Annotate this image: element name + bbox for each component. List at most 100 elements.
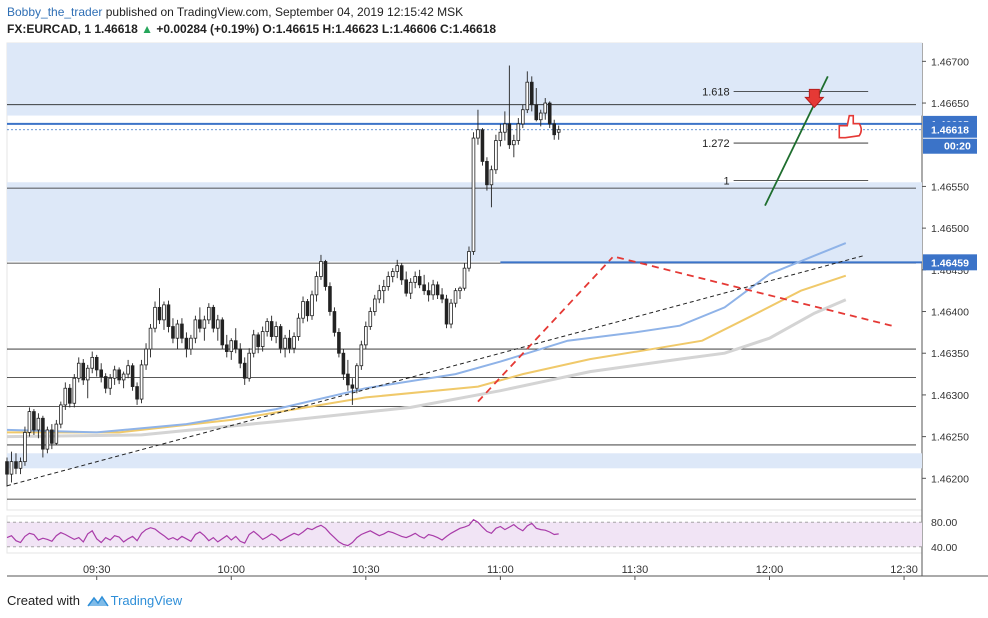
candle-up: [189, 337, 193, 350]
candle-up: [355, 365, 359, 389]
candle-down: [184, 337, 189, 350]
candle-up: [139, 364, 144, 400]
candle-up: [489, 169, 494, 186]
author-link[interactable]: Bobby_the_trader: [7, 5, 103, 19]
candle-up: [364, 326, 368, 346]
candle-up: [265, 321, 269, 332]
candle-up: [498, 131, 503, 141]
time-tick-label: 10:30: [352, 564, 380, 576]
thumbs-up-icon: [838, 114, 863, 139]
time-tick-label: 12:00: [756, 564, 784, 576]
candle-down: [547, 102, 552, 125]
time-tick-label: 12:30: [890, 564, 918, 576]
candle-down: [269, 321, 274, 337]
candle-up: [310, 294, 314, 317]
candle-down: [233, 340, 238, 350]
candle-down: [350, 384, 355, 389]
candle-up: [368, 311, 373, 327]
candle-up: [521, 109, 525, 125]
candle-up: [251, 334, 256, 354]
candle-down: [81, 362, 86, 381]
candle-up: [292, 336, 296, 349]
candle-down: [404, 279, 408, 294]
candle-down: [238, 348, 243, 364]
created-with-text: Created with: [7, 593, 80, 608]
candle-down: [50, 429, 54, 444]
candle-up: [449, 302, 453, 325]
published-text: published on TradingView.com, September …: [102, 5, 464, 19]
candle-up: [516, 123, 521, 141]
candle-down: [117, 369, 121, 381]
candle-up: [202, 319, 207, 329]
tradingview-link[interactable]: TradingView: [110, 593, 183, 608]
candle-down: [323, 261, 328, 287]
candle-down: [278, 326, 283, 349]
candle-up: [18, 461, 23, 469]
candle-down: [211, 306, 216, 329]
highlight-zone: [7, 453, 922, 469]
candle-up: [543, 102, 548, 114]
candle-up: [36, 417, 41, 431]
candle-up: [76, 362, 81, 379]
candle-up: [503, 123, 507, 133]
candle-down: [435, 284, 440, 296]
candle-up: [148, 327, 153, 350]
candle-down: [507, 123, 512, 146]
candle-up: [207, 306, 211, 321]
candle-down: [440, 294, 444, 300]
rsi-tick-label: 40.00: [931, 542, 957, 554]
price-tick-label: 1.46250: [931, 432, 969, 444]
price-tick-label: 1.46550: [931, 181, 969, 193]
candle-down: [417, 276, 422, 286]
price-tag-label: 1.46459: [931, 257, 969, 269]
candle-up: [462, 267, 467, 289]
candle-up: [260, 331, 265, 347]
fib-level-label: 1: [723, 176, 729, 188]
candle-down: [198, 319, 202, 329]
candle-up: [301, 301, 305, 319]
rsi-band: [7, 522, 922, 547]
last-price: 1.46618: [94, 22, 138, 36]
candle-up: [274, 326, 278, 337]
candle-up: [314, 276, 319, 296]
high-label: H:: [322, 22, 336, 36]
candle-down: [332, 311, 337, 333]
candle-down: [552, 123, 556, 136]
candle-up: [121, 373, 126, 381]
fib-level-label: 1.618: [702, 86, 730, 98]
countdown-tag: [923, 138, 977, 154]
candle-up: [283, 337, 287, 349]
open-value: 1.46615: [275, 22, 320, 36]
candle-down: [224, 344, 229, 352]
candle-up: [63, 387, 68, 406]
rsi-tick-label: 80.00: [931, 517, 957, 529]
candle-down: [14, 461, 18, 469]
candle-up: [9, 461, 14, 475]
candle-up: [556, 129, 561, 133]
candle-up: [373, 298, 377, 312]
candle-up: [467, 251, 471, 269]
candle-up: [458, 287, 462, 292]
price-tick-label: 1.46350: [931, 348, 969, 360]
candle-up: [108, 377, 112, 389]
candle-down: [346, 373, 350, 386]
candle-down: [399, 265, 404, 281]
candle-down: [157, 306, 162, 321]
candle-down: [171, 326, 175, 339]
candle-down: [480, 129, 485, 162]
candle-down: [444, 298, 449, 325]
candle-down: [99, 369, 103, 377]
publish-line: Bobby_the_trader published on TradingVie…: [7, 4, 977, 21]
ema-orange-line: [7, 274, 847, 434]
candle-up: [229, 340, 234, 352]
candle-down: [5, 461, 9, 475]
candle-down: [94, 356, 99, 371]
candle-up: [512, 140, 516, 146]
candle-up: [85, 367, 90, 381]
candle-up: [538, 112, 543, 121]
price-tag: [923, 121, 977, 138]
candle-down: [220, 319, 225, 346]
candle-down: [242, 362, 247, 379]
high-value: 1.46623: [335, 22, 379, 36]
